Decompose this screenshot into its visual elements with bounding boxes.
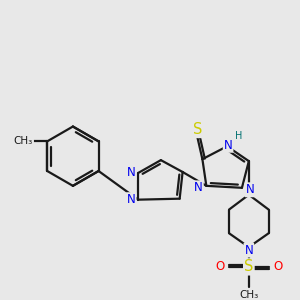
Text: S: S [193, 122, 202, 137]
Text: N: N [245, 183, 254, 196]
Text: N: N [127, 193, 136, 206]
Text: N: N [194, 181, 203, 194]
Text: N: N [244, 244, 253, 256]
Text: O: O [273, 260, 282, 273]
Text: H: H [235, 131, 243, 141]
Text: O: O [216, 260, 225, 273]
Text: CH₃: CH₃ [239, 290, 259, 300]
Text: N: N [127, 167, 136, 179]
Text: CH₃: CH₃ [14, 136, 33, 146]
Text: N: N [224, 139, 233, 152]
Text: S: S [244, 260, 254, 274]
